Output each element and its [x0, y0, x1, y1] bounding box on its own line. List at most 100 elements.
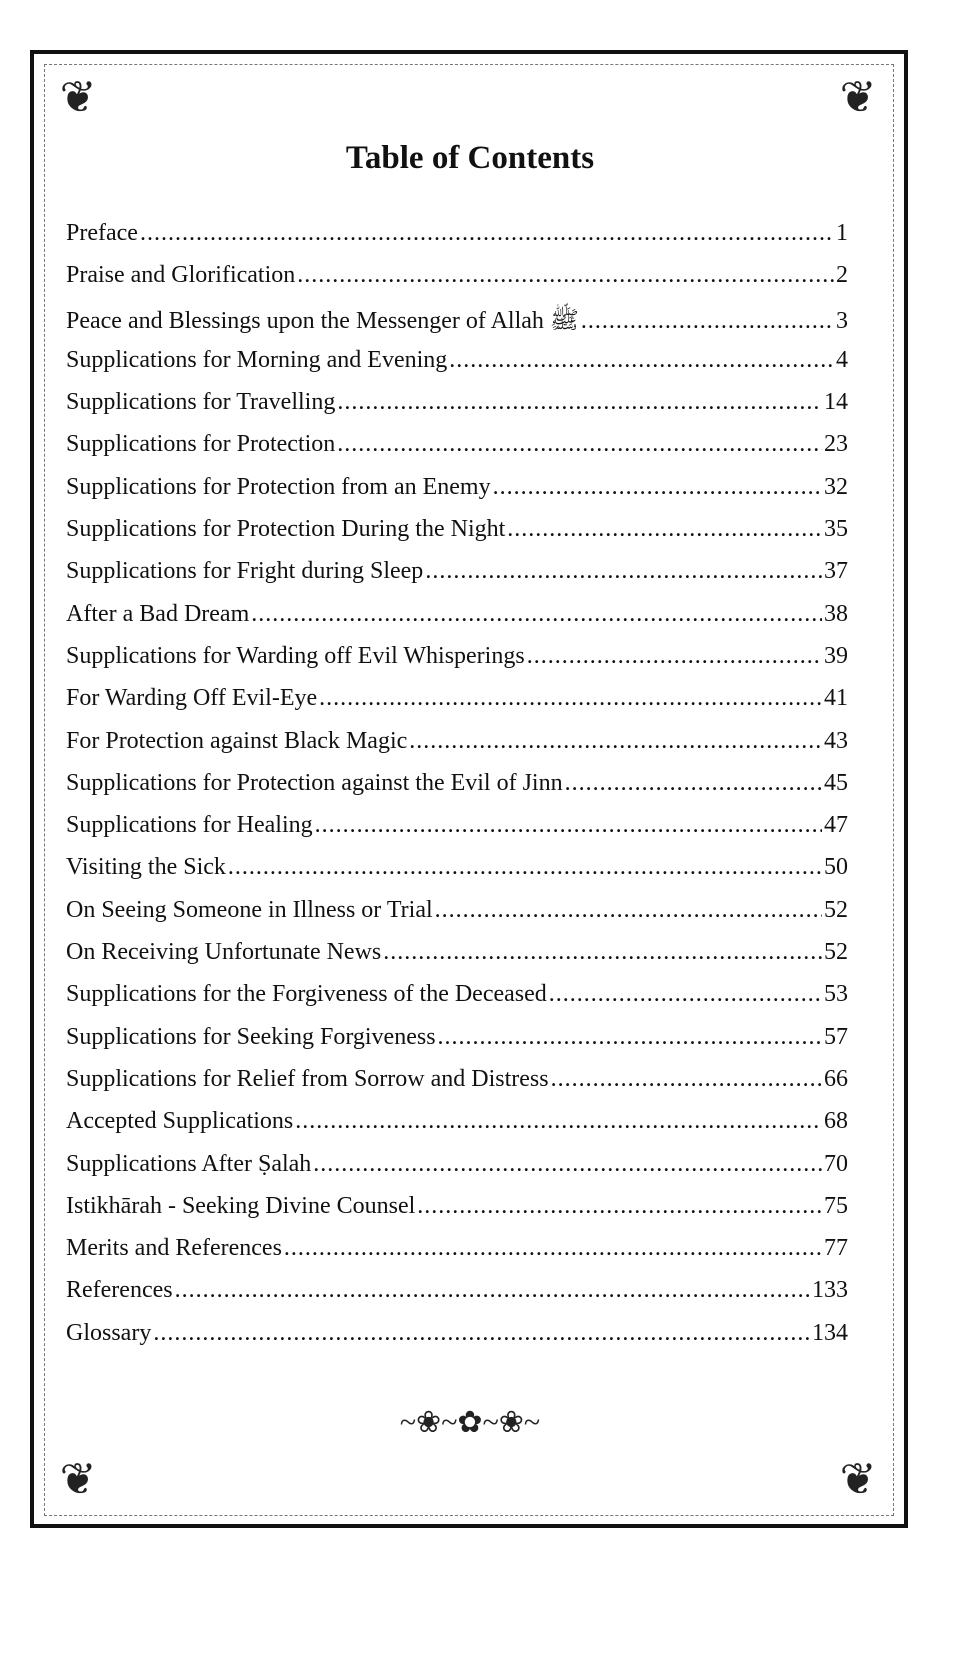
- toc-entry-label: On Receiving Unfortunate News: [66, 939, 382, 966]
- toc-entry[interactable]: Supplications for Relief from Sorrow and…: [66, 1066, 848, 1108]
- toc-entry[interactable]: On Seeing Someone in Illness or Trial 52: [66, 897, 848, 939]
- leader-dots: [315, 812, 822, 839]
- toc-entry[interactable]: After a Bad Dream 38: [66, 601, 848, 643]
- toc-entry[interactable]: Preface 1: [66, 220, 848, 262]
- leader-dots: [493, 474, 822, 501]
- leader-dots: [425, 558, 822, 585]
- toc-entry-label: Merits and References: [66, 1235, 282, 1262]
- toc-entry[interactable]: Supplications for Protection against the…: [66, 770, 848, 812]
- toc-entry-label: Accepted Supplications: [66, 1108, 294, 1135]
- toc-entry-label: Supplications for Relief from Sorrow and…: [66, 1065, 549, 1092]
- toc-entry-page: 39: [824, 642, 848, 669]
- toc-entry[interactable]: Visiting the Sick 50: [66, 854, 848, 896]
- toc-entry-label: Supplications for Protection from an Ene…: [66, 473, 491, 500]
- toc-entry-page: 43: [824, 727, 848, 754]
- toc-entry-page: 53: [824, 981, 848, 1008]
- toc-entry-label: References: [66, 1277, 173, 1304]
- toc-entry-page: 133: [812, 1277, 848, 1304]
- toc-entry-page: 14: [824, 389, 848, 416]
- toc-entry-label: For Warding Off Evil-Eye: [66, 685, 318, 712]
- toc-entry-page: 68: [824, 1108, 848, 1135]
- toc-entry[interactable]: For Protection against Black Magic 43: [66, 728, 848, 770]
- toc-entry[interactable]: Supplications for Travelling 14: [66, 389, 848, 431]
- toc-entry[interactable]: Supplications for Protection 23: [66, 431, 848, 473]
- leader-dots: [297, 262, 834, 289]
- toc-entry[interactable]: Peace and Blessings upon the Messenger o…: [66, 305, 848, 347]
- toc-entry[interactable]: Supplications for Fright during Sleep 37: [66, 558, 848, 600]
- inner-dashed-border: [44, 64, 894, 1516]
- toc-entry-label: Supplications After Ṣalah: [66, 1150, 312, 1177]
- corner-ornament-icon: ❦: [839, 73, 877, 122]
- toc-entry-page: 32: [824, 473, 848, 500]
- corner-ornament-icon: ❦: [839, 1455, 877, 1504]
- leader-dots: [175, 1277, 810, 1304]
- flourish-ornament-icon: ~❀~✿~❀~: [399, 1406, 541, 1439]
- toc-entry-page: 45: [824, 769, 848, 796]
- toc-entry[interactable]: Merits and References 77: [66, 1235, 848, 1277]
- toc-entry[interactable]: Praise and Glorification 2: [66, 262, 848, 304]
- toc-entry-page: 2: [836, 262, 848, 289]
- toc-entry[interactable]: Glossary 134: [66, 1320, 848, 1362]
- toc-entry-label: Peace and Blessings upon the Messenger o…: [66, 307, 579, 334]
- leader-dots: [140, 220, 834, 247]
- toc-entry-page: 1: [836, 220, 848, 246]
- toc-entry[interactable]: Supplications for Healing 47: [66, 812, 848, 854]
- toc-entry[interactable]: Accepted Supplications 68: [66, 1108, 848, 1150]
- toc-entry-label: After a Bad Dream: [66, 600, 250, 627]
- toc-entry-page: 38: [824, 600, 848, 627]
- toc-entry[interactable]: Supplications for Protection During the …: [66, 516, 848, 558]
- leader-dots: [153, 1320, 810, 1347]
- leader-dots: [319, 685, 822, 712]
- leader-dots: [313, 1151, 822, 1178]
- toc-entry[interactable]: Supplications After Ṣalah 70: [66, 1151, 848, 1193]
- leader-dots: [383, 939, 822, 966]
- leader-dots: [337, 389, 822, 416]
- toc-entry[interactable]: Supplications for Morning and Evening 4: [66, 347, 848, 389]
- toc-entry-page: 57: [824, 1023, 848, 1050]
- corner-ornament-icon: ❦: [59, 1455, 97, 1504]
- toc-entry-label: Istikhārah - Seeking Divine Counsel: [66, 1192, 416, 1219]
- toc-entry[interactable]: References 133: [66, 1277, 848, 1319]
- toc-entry-page: 23: [824, 431, 848, 458]
- toc-entry-label: Praise and Glorification: [66, 262, 296, 289]
- toc-entry[interactable]: Supplications for Protection from an Ene…: [66, 474, 848, 516]
- toc-entry-page: 70: [824, 1150, 848, 1177]
- toc-entry-page: 52: [824, 939, 848, 966]
- toc-entry[interactable]: Istikhārah - Seeking Divine Counsel 75: [66, 1193, 848, 1235]
- table-of-contents: Preface 1 Praise and Glorification 2 Peace a…: [66, 220, 848, 1362]
- toc-entry-label: Glossary: [66, 1319, 152, 1346]
- leader-dots: [507, 516, 822, 543]
- toc-entry[interactable]: Supplications for the Forgiveness of the…: [66, 981, 848, 1023]
- toc-entry-page: 50: [824, 854, 848, 881]
- toc-entry-page: 77: [824, 1235, 848, 1262]
- leader-dots: [438, 1024, 822, 1051]
- leader-dots: [251, 601, 822, 628]
- toc-entry-label: Supplications for Protection against the…: [66, 769, 563, 796]
- toc-entry-page: 35: [824, 516, 848, 543]
- toc-entry[interactable]: Supplications for Seeking Forgiveness 57: [66, 1024, 848, 1066]
- toc-entry-page: 37: [824, 558, 848, 585]
- leader-dots: [295, 1108, 822, 1135]
- toc-entry-page: 66: [824, 1065, 848, 1092]
- toc-entry-label: Visiting the Sick: [66, 854, 226, 881]
- leader-dots: [284, 1235, 822, 1262]
- leader-dots: [565, 770, 822, 797]
- toc-entry-page: 47: [824, 812, 848, 839]
- leader-dots: [417, 1193, 822, 1220]
- toc-entry-page: 75: [824, 1192, 848, 1219]
- toc-entry-page: 41: [824, 685, 848, 712]
- toc-entry-label: Supplications for Morning and Evening: [66, 346, 448, 373]
- toc-entry-label: Supplications for Healing: [66, 812, 313, 839]
- leader-dots: [581, 308, 834, 335]
- toc-entry[interactable]: On Receiving Unfortunate News 52: [66, 939, 848, 981]
- corner-ornament-icon: ❦: [59, 73, 97, 122]
- leader-dots: [435, 897, 822, 924]
- leader-dots: [527, 643, 822, 670]
- toc-entry-label: Supplications for Travelling: [66, 389, 336, 416]
- page-title: Table of Contents: [345, 140, 595, 176]
- toc-entry-label: For Protection against Black Magic: [66, 727, 408, 754]
- toc-entry[interactable]: Supplications for Warding off Evil Whisp…: [66, 643, 848, 685]
- toc-entry[interactable]: For Warding Off Evil-Eye 41: [66, 685, 848, 727]
- toc-entry-label: Supplications for Protection During the …: [66, 516, 506, 543]
- leader-dots: [337, 431, 822, 458]
